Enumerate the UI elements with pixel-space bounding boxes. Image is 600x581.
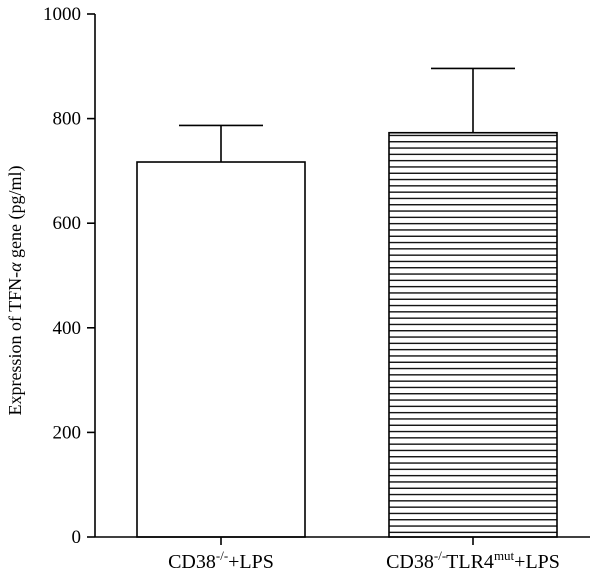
- y-tick-label: 800: [53, 109, 82, 130]
- x-tick-label: CD38-/-+LPS: [168, 548, 274, 573]
- plot-area: 0 200 400 600 800 1000 CD38-/-+LPS CD38-/-TLR4m…: [5, 4, 590, 573]
- y-tick-label: 400: [53, 318, 82, 339]
- y-tick-label: 1000: [43, 4, 81, 25]
- bar-1: [136, 161, 306, 538]
- x-tick-label: CD38-/-TLR4mut+LPS: [386, 548, 560, 573]
- y-tick-label: 600: [53, 213, 82, 234]
- y-tick-label: 0: [72, 527, 82, 548]
- y-axis-title: Expression of TFN-α gene (pg/ml): [5, 165, 26, 415]
- y-tick-label: 200: [53, 422, 82, 443]
- bar-2: [388, 131, 558, 538]
